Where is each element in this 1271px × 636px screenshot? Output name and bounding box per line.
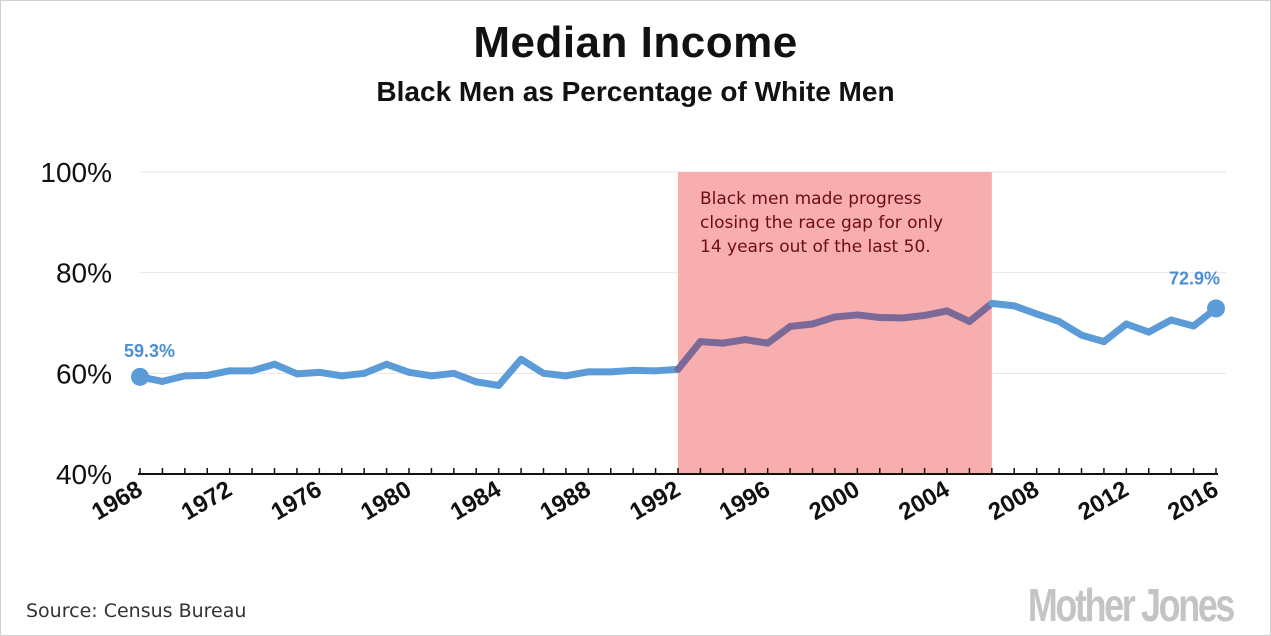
x-tick-label: 2008 — [984, 476, 1044, 526]
series-line-segment — [315, 368, 346, 380]
end-value-labels: 59.3% 72.9% — [124, 268, 1220, 360]
series-line-segment — [517, 355, 547, 377]
series-line-segment — [1078, 331, 1108, 346]
series-line-segment — [1167, 316, 1198, 330]
x-tick-label: 2004 — [894, 475, 954, 525]
x-tick-label: 1976 — [267, 476, 327, 526]
series-line-segment — [943, 307, 973, 325]
series-line-segment — [158, 372, 189, 385]
series-line-segment — [764, 323, 794, 347]
x-tick-label: 1972 — [177, 476, 237, 526]
highlight-band-rect — [678, 172, 992, 474]
annotation-line: Black men made progress — [700, 189, 922, 209]
y-axis-labels: 40% 60% 80% 100% — [40, 157, 112, 490]
series-line-segment — [472, 378, 503, 389]
series-line-segment — [383, 360, 413, 376]
series-line-segment — [741, 336, 772, 347]
end-value-label: 72.9% — [1169, 268, 1220, 288]
annotation-line: 14 years out of the last 50. — [700, 237, 931, 257]
series-line-segment — [338, 369, 368, 380]
x-tick-label: 1988 — [536, 476, 596, 526]
series-line-segment — [831, 311, 861, 321]
start-point — [131, 367, 149, 386]
mother-jones-logo: Mother Jones — [1027, 579, 1236, 631]
series-line-segment — [203, 367, 234, 379]
series-line-segment — [1010, 302, 1041, 318]
x-tick-label: 2000 — [805, 476, 865, 526]
y-tick-label: 80% — [56, 258, 112, 289]
highlight-band — [678, 172, 992, 474]
start-value-label: 59.3% — [124, 341, 175, 361]
series-line-segment — [719, 336, 749, 347]
series-line-segment — [1122, 320, 1153, 336]
series-line-segment — [427, 369, 458, 380]
series-line-segment — [1055, 317, 1085, 339]
series-line-segment — [360, 360, 391, 377]
series-line-segment — [495, 355, 525, 389]
y-tick-label: 40% — [56, 459, 112, 490]
series-line-segment — [562, 368, 592, 380]
series-line-segment — [405, 368, 435, 380]
series-line-segment — [696, 338, 727, 347]
x-tick-label: 1980 — [356, 476, 416, 526]
series-line-segment — [965, 299, 996, 325]
end-point — [1207, 299, 1225, 318]
series-line-segment — [607, 366, 637, 376]
series-line-segment — [1033, 310, 1063, 325]
series-lines — [136, 299, 1220, 389]
source-note: Source: Census Bureau — [26, 600, 247, 622]
annotation-line: closing the race gap for only — [700, 213, 943, 233]
x-tick-label: 1996 — [715, 476, 775, 526]
series-line-segment — [181, 371, 211, 380]
chart-title: Median Income — [473, 18, 798, 67]
series-line-segment — [988, 299, 1018, 310]
series-line-segment — [853, 311, 884, 321]
series-line-segment — [1145, 316, 1175, 336]
x-tick-label: 1984 — [446, 475, 506, 525]
series-points — [131, 299, 1225, 386]
annotation-text: Black men made progress closing the race … — [700, 189, 943, 257]
chart-subtitle: Black Men as Percentage of White Men — [376, 76, 895, 107]
series-line-segment — [921, 307, 951, 319]
series-line-segment — [898, 311, 929, 322]
series-line-segment — [674, 338, 704, 373]
x-tick-label: 2012 — [1074, 476, 1134, 526]
series-line-segment — [540, 369, 570, 380]
x-axis — [138, 468, 1218, 475]
series-line-segment — [629, 366, 660, 375]
series-line-segment — [450, 369, 480, 386]
y-tick-label: 100% — [40, 157, 112, 188]
series-line-segment — [809, 313, 839, 328]
x-tick-label: 1992 — [625, 476, 685, 526]
series-line-segment — [293, 368, 323, 378]
series-line-segment — [876, 313, 906, 322]
series-line-segment — [786, 320, 816, 331]
y-tick-label: 60% — [56, 358, 112, 389]
series-line-segment — [271, 360, 301, 378]
series-line-segment — [1100, 320, 1130, 346]
x-tick-label: 2016 — [1163, 476, 1223, 526]
x-axis-labels: 1968 1972 1976 1980 1984 1988 1992 1996 2000 2004… — [87, 475, 1223, 525]
series-line-segment — [248, 360, 278, 375]
series-line-segment — [652, 365, 682, 375]
